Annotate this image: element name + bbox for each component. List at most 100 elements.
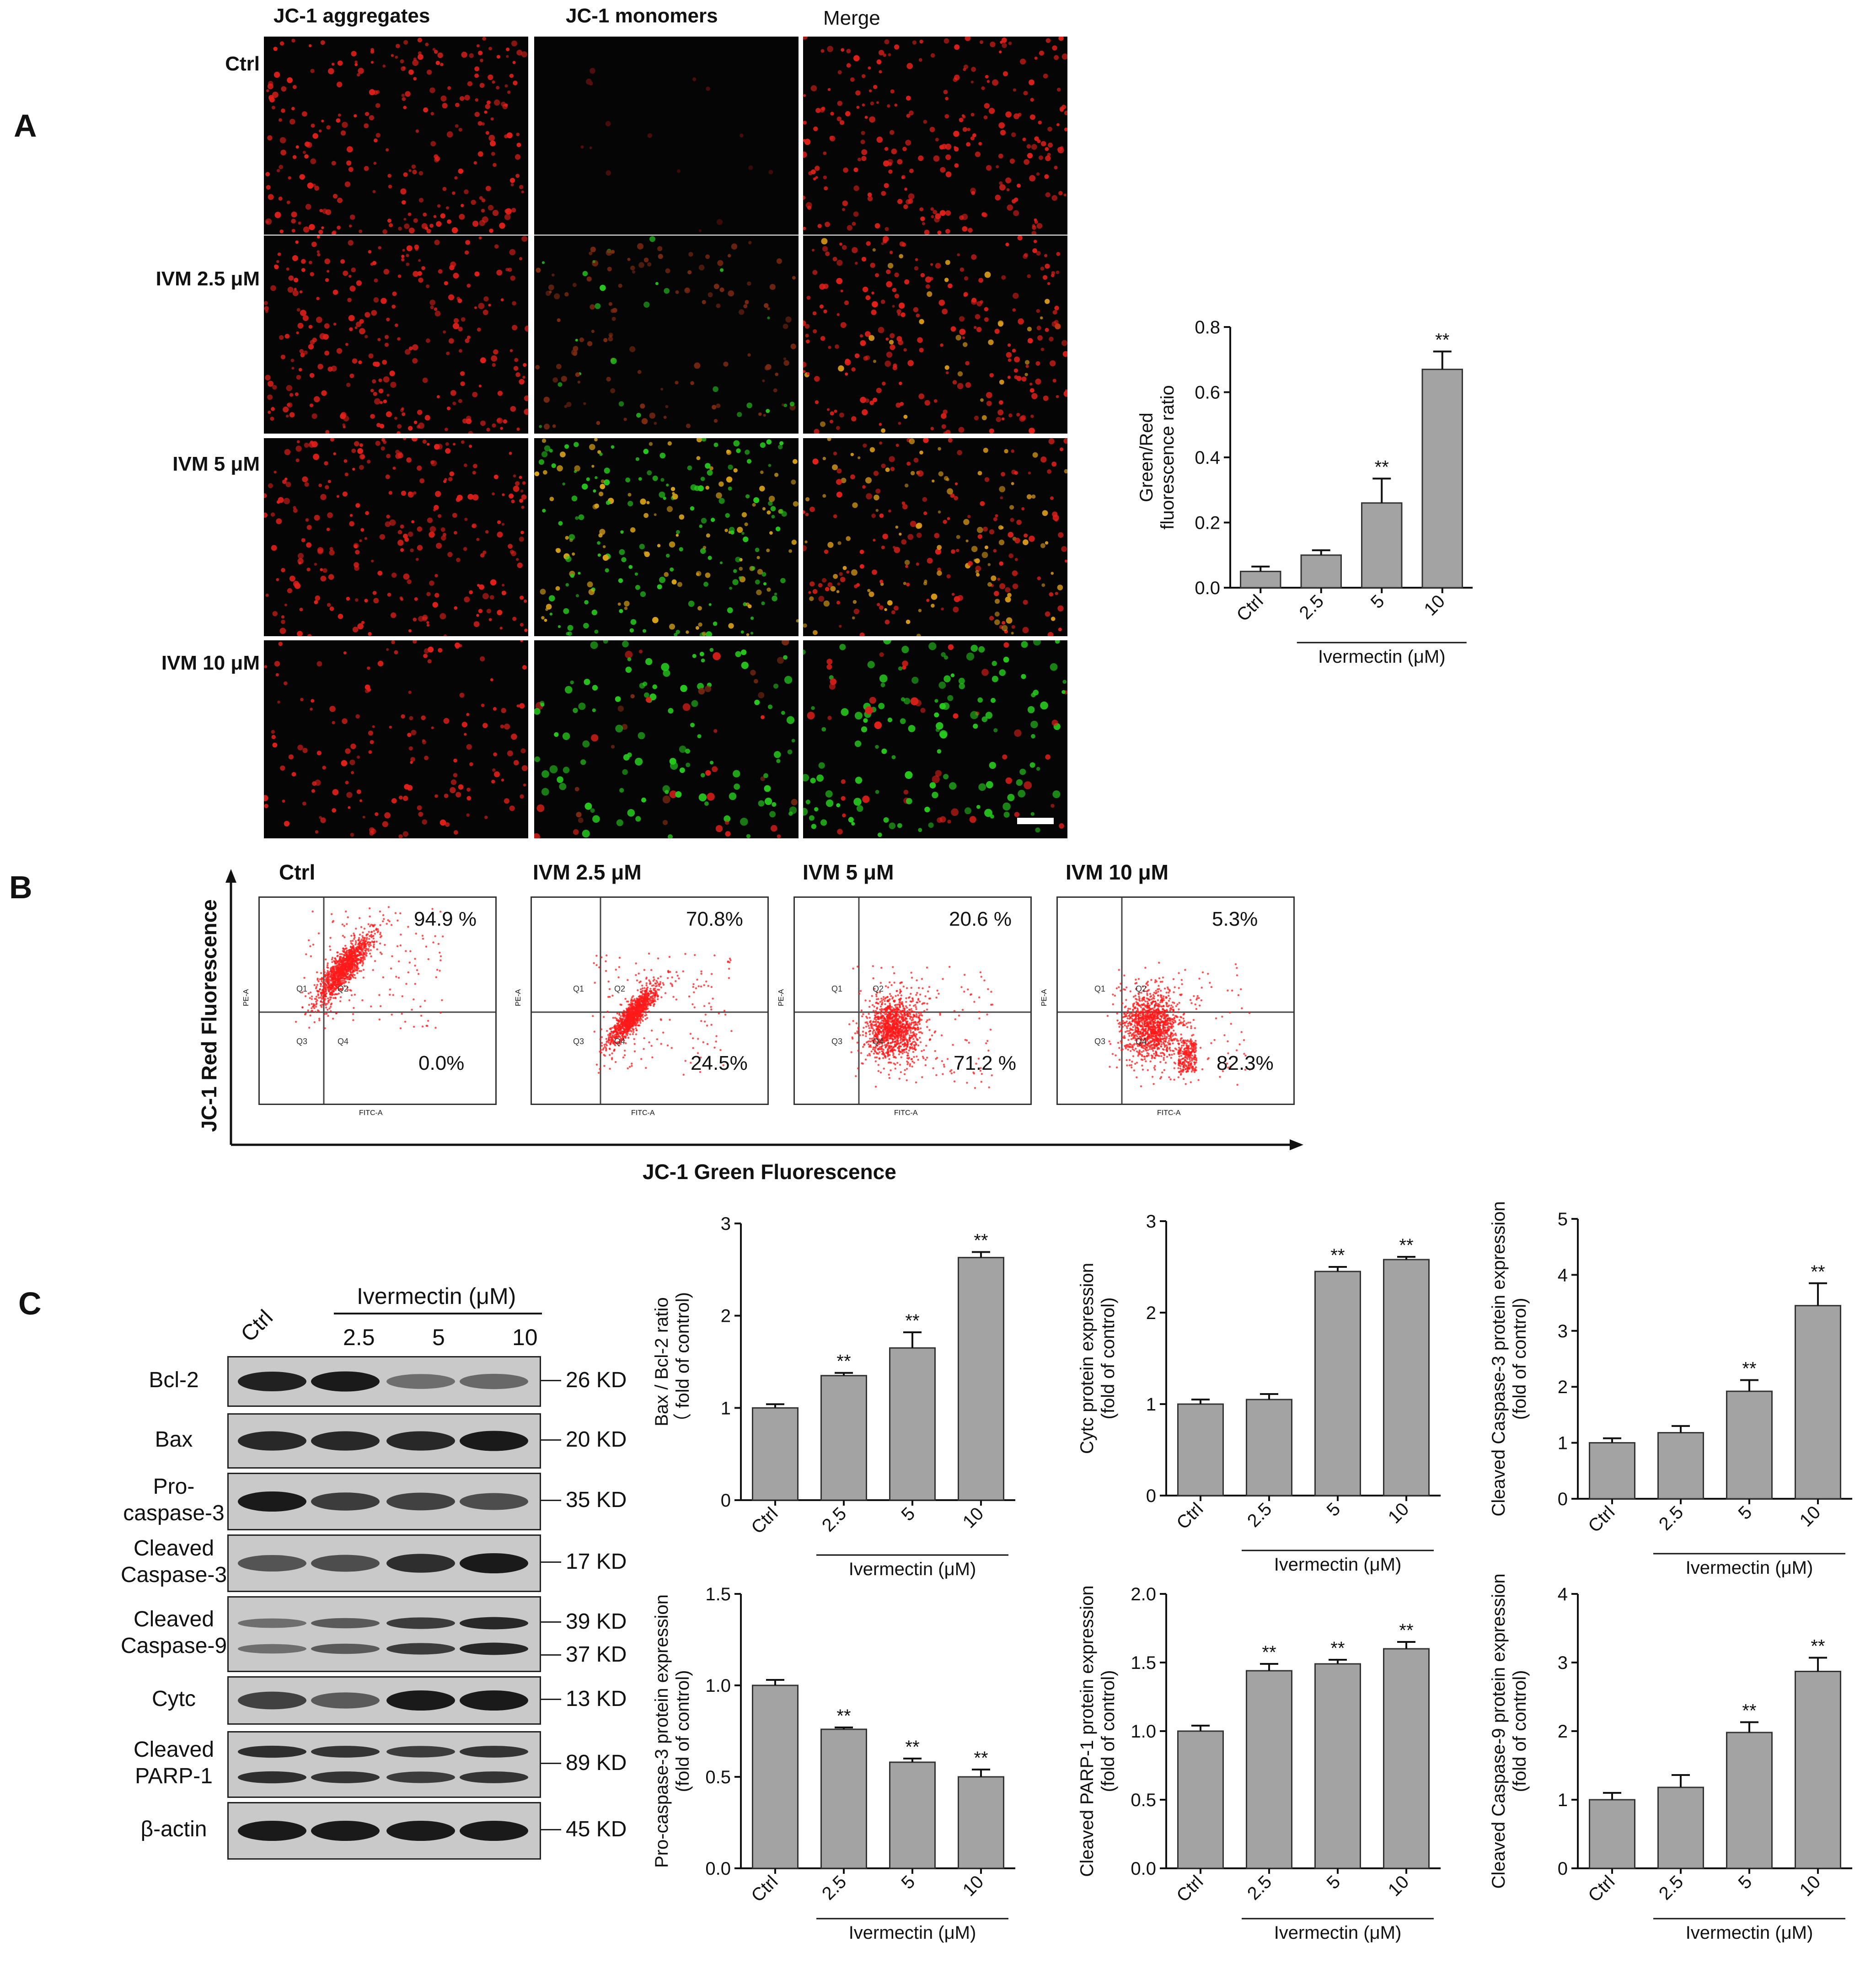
y-tick-label: 0.2 [1195, 513, 1220, 533]
y-axis-label: Pro-caspase-3 protein expression [652, 1594, 672, 1868]
bar [1422, 370, 1462, 588]
micrograph-ivm5-monomers [534, 438, 799, 636]
micrograph-ivm25-merge [803, 236, 1067, 434]
bar [753, 1685, 798, 1868]
y-tick-label: 0.0 [1195, 578, 1220, 598]
x-tick-label: 10 [1384, 1872, 1413, 1900]
significance-label: ** [974, 1748, 988, 1768]
significance-label: ** [1262, 1642, 1276, 1663]
bar [890, 1348, 935, 1500]
x-tick-label: 10 [959, 1503, 988, 1532]
y-tick-label: 1.0 [705, 1676, 731, 1696]
x-tick-label: Ctrl [1584, 1502, 1619, 1536]
x-axis-label: Ivermectin (μM) [1318, 647, 1446, 667]
fc-fitc-label-0: FITC-A [359, 1109, 383, 1117]
micrograph-ivm5-merge [803, 438, 1067, 636]
wb-kd-tick-0-0 [541, 1380, 561, 1381]
fc-lower-pct-3: 82.3% [1217, 1052, 1274, 1075]
micrograph-ctrl-monomers [534, 37, 799, 235]
fc-quadrant-q1: Q1 [831, 984, 842, 993]
fc-upper-pct-1: 70.8% [686, 908, 743, 931]
significance-label: ** [1811, 1636, 1825, 1657]
x-tick-label: Ctrl [747, 1503, 782, 1538]
x-tick-label: 2.5 [1244, 1499, 1276, 1531]
x-tick-label: 2.5 [1296, 591, 1328, 623]
fc-upper-pct-3: 5.3% [1212, 908, 1258, 931]
y-tick-label: 3 [1146, 1212, 1156, 1232]
significance-label: ** [1330, 1638, 1345, 1658]
fc-quadrant-q3: Q3 [573, 1037, 584, 1046]
x-tick-label: 2.5 [818, 1503, 850, 1535]
wb-kd-tick-4-0 [541, 1621, 561, 1623]
wb-kd-tick-6-0 [541, 1763, 561, 1764]
fc-quadrant-q2: Q2 [1136, 984, 1147, 993]
wb-kd-5-0: 13 KD [566, 1686, 627, 1711]
x-tick-label: 5 [1367, 591, 1388, 612]
x-tick-label: 10 [1384, 1499, 1413, 1528]
y-axis-label: Green/Red [1136, 413, 1157, 502]
x-tick-label: Ctrl [1173, 1499, 1207, 1533]
wb-kd-tick-4-1 [541, 1654, 561, 1656]
significance-label: ** [1811, 1262, 1825, 1282]
y-tick-label: 1.5 [705, 1584, 731, 1604]
y-tick-label: 0 [1146, 1486, 1156, 1506]
y-tick-label: 2.0 [1131, 1584, 1156, 1604]
row-label-ctrl: Ctrl [68, 53, 260, 75]
fc-quadrant-q3: Q3 [296, 1037, 307, 1046]
x-tick-label: 2.5 [1244, 1872, 1276, 1904]
fc-title-2: IVM 5 μM [803, 860, 894, 885]
bar [1727, 1732, 1772, 1868]
fc-quadrant-q4: Q4 [1136, 1037, 1147, 1046]
col-head-monomers: JC-1 monomers [566, 5, 718, 27]
y-tick-label: 3 [1558, 1653, 1568, 1673]
y-axis-label: Bax / Bcl-2 ratio [652, 1297, 672, 1426]
y-tick-label: 0.4 [1195, 448, 1220, 468]
significance-label: ** [1399, 1235, 1413, 1255]
significance-label: ** [836, 1706, 851, 1726]
micrograph-ctrl-aggregates [264, 37, 528, 235]
y-tick-label: 1 [1558, 1790, 1568, 1810]
fc-title-1: IVM 2.5 μM [533, 860, 642, 885]
x-tick-label: 10 [1420, 591, 1449, 620]
bar [1590, 1443, 1635, 1499]
fc-quadrant-q2: Q2 [614, 984, 625, 993]
bar [1301, 555, 1341, 588]
bar [1796, 1306, 1841, 1499]
significance-label: ** [1330, 1245, 1345, 1266]
bar [753, 1408, 798, 1500]
micrograph-ivm25-monomers [534, 236, 799, 434]
bar [1315, 1271, 1361, 1496]
fc-pe-label-0: PE-A [242, 989, 251, 1006]
fc-upper-pct-0: 94.9 % [414, 908, 477, 931]
bar [1178, 1404, 1223, 1496]
fc-pe-label-2: PE-A [777, 989, 786, 1006]
fc-title-0: Ctrl [279, 860, 315, 885]
significance-label: ** [905, 1737, 919, 1757]
wb-blot-3 [227, 1534, 541, 1592]
fc-quadrant-q1: Q1 [573, 984, 584, 993]
panel-b-y-axis-label: JC-1 Red Fluorescence [197, 899, 221, 1132]
significance-label: ** [1742, 1359, 1756, 1379]
fc-lower-pct-1: 24.5% [691, 1052, 748, 1075]
fc-quadrant-q4: Q4 [338, 1037, 348, 1046]
wb-label-5: Cytc [105, 1686, 242, 1712]
bar [1178, 1731, 1223, 1868]
x-tick-label: 2.5 [1655, 1502, 1687, 1534]
fc-fitc-label-3: FITC-A [1157, 1109, 1181, 1117]
x-axis-label: Ivermectin (μM) [1686, 1558, 1813, 1578]
y-tick-label: 1 [721, 1398, 731, 1418]
row-label-ivm10: IVM 10 μM [68, 652, 260, 675]
y-tick-label: 0.0 [705, 1859, 731, 1879]
wb-kd-tick-5-0 [541, 1699, 561, 1700]
bar [821, 1376, 867, 1500]
y-tick-label: 2 [721, 1306, 731, 1326]
micrograph-ivm5-aggregates [264, 438, 528, 636]
y-tick-label: 2 [1558, 1377, 1568, 1397]
x-axis-label: Ivermectin (μM) [1274, 1555, 1402, 1575]
wb-label-6: Cleaved PARP-1 [105, 1737, 242, 1789]
significance-label: ** [905, 1311, 919, 1331]
x-axis-label: Ivermectin (μM) [1274, 1923, 1402, 1943]
x-tick-label: 10 [1796, 1502, 1825, 1531]
